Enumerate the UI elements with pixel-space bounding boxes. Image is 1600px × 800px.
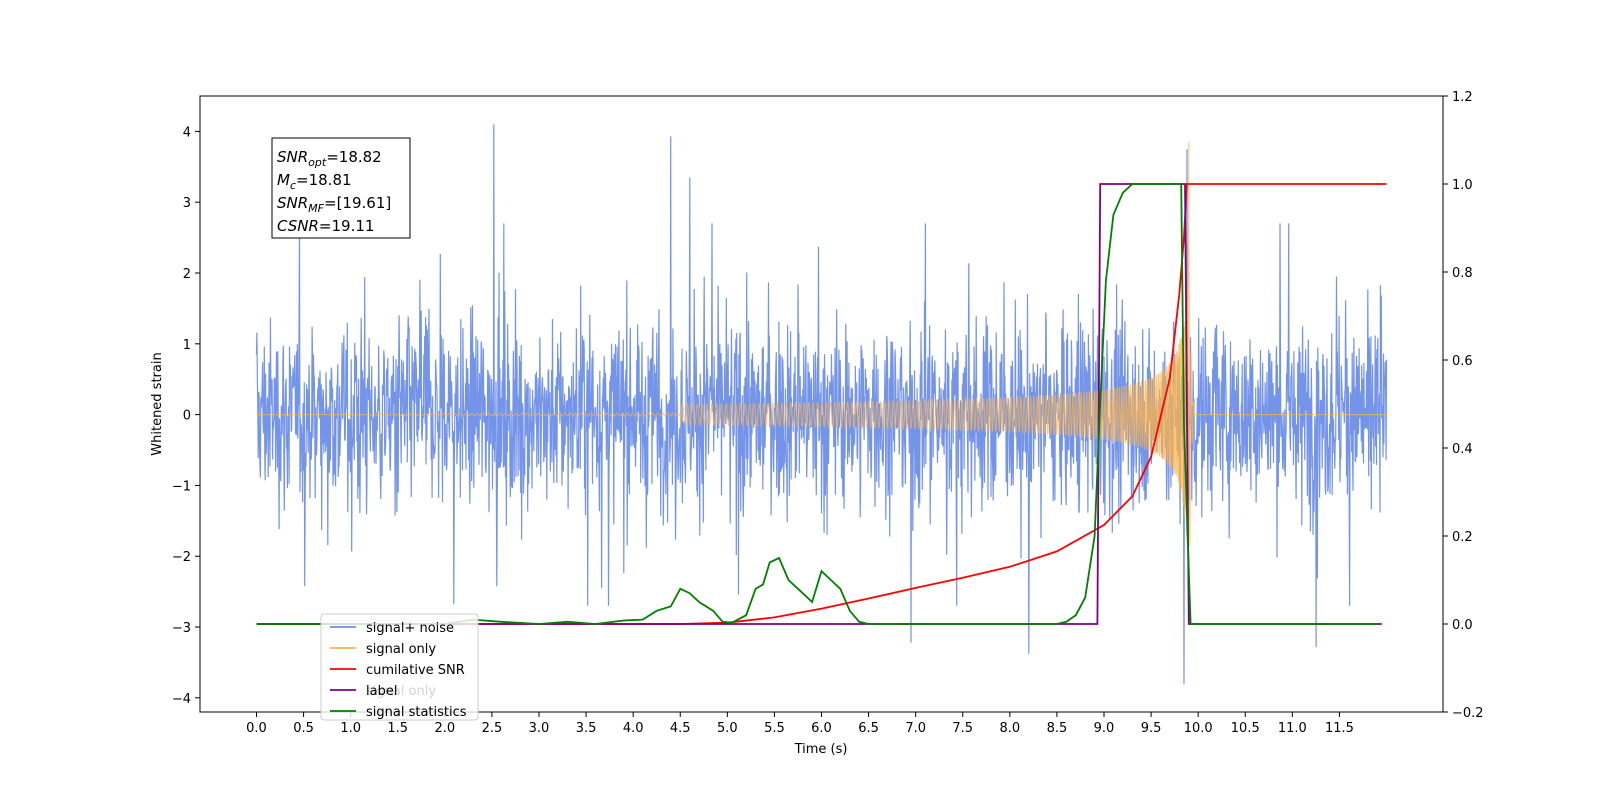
x-tick-label: 10.0	[1184, 721, 1213, 736]
annotation-symbol: M	[277, 171, 290, 189]
y-tick-label: 4	[183, 125, 191, 140]
annotation-line: SNRopt=18.82	[277, 148, 382, 169]
y2-tick-label: 0.2	[1452, 530, 1473, 545]
legend-entry: cumilative SNR	[366, 663, 465, 678]
x-tick-label: 2.5	[482, 721, 503, 736]
annotation-subscript: c	[290, 179, 296, 192]
annotation-symbol: CSNR	[277, 217, 319, 235]
series-signal-noise	[255, 124, 1388, 684]
y2-tick-label: 0.0	[1452, 618, 1473, 633]
annotation-line: CSNR=19.11	[277, 217, 374, 235]
x-tick-label: 4.5	[670, 721, 691, 736]
x-tick-label: 9.5	[1141, 721, 1162, 736]
x-tick-label: 11.0	[1278, 721, 1307, 736]
x-tick-label: 7.0	[905, 721, 926, 736]
y-tick-label: −2	[172, 550, 191, 565]
x-tick-label: 5.0	[717, 721, 738, 736]
y-tick-label: 3	[183, 196, 191, 211]
x-axis-label: Time (s)	[794, 742, 848, 757]
x-tick-label: 6.5	[858, 721, 879, 736]
y-tick-label: 1	[183, 338, 191, 353]
x-tick-label: 6.0	[811, 721, 832, 736]
annotation-value: =18.82	[326, 148, 382, 166]
y2-tick-label: 0.6	[1452, 354, 1473, 369]
y2-tick-label: 1.0	[1452, 178, 1473, 193]
annotation-value: =[19.61]	[324, 194, 391, 212]
x-tick-label: 7.5	[952, 721, 973, 736]
y2-tick-label: 1.2	[1452, 90, 1473, 105]
annotation-frame	[271, 137, 411, 239]
legend-entry: label	[366, 684, 397, 699]
y-tick-label: 2	[183, 267, 191, 282]
y2-tick-label: 0.4	[1452, 442, 1473, 457]
y-tick-label: −3	[172, 621, 191, 636]
x-tick-label: 2.0	[434, 721, 455, 736]
annotation-value: =18.81	[296, 171, 352, 189]
x-tick-label: 8.5	[1047, 721, 1068, 736]
x-tick-label: 5.5	[764, 721, 785, 736]
y-axis-right: −0.2 0.0 0.2 0.4 0.6 0.8 1.0 1.2	[1443, 90, 1484, 721]
series-signal-only	[256, 141, 1387, 547]
x-tick-label: 0.0	[246, 721, 267, 736]
x-tick-label: 1.5	[387, 721, 408, 736]
annotation-subscript: MF	[308, 202, 324, 215]
y-axis-label: Whitened strain	[150, 352, 165, 455]
x-tick-label: 4.0	[623, 721, 644, 736]
annotation-symbol: SNR	[277, 148, 308, 166]
annotation-line: Mc=18.81	[277, 171, 352, 192]
annotation-value: =19.11	[319, 217, 375, 235]
annotation-line: SNRMF=[19.61]	[277, 194, 391, 215]
x-tick-label: 10.5	[1231, 721, 1260, 736]
annotation-subscript: opt	[308, 156, 327, 169]
y-axis-left: −4 −3 −2 −1 0 1 2 3 4	[172, 125, 200, 707]
x-tick-label: 8.0	[999, 721, 1020, 736]
x-tick-label: 3.0	[529, 721, 550, 736]
series-signal-statistics	[256, 183, 1378, 625]
x-axis: 0.0 0.5 1.0 1.5 2.0 2.5 3.0 3.5 4.0 4.5 5.0 5.5 6.0 6…	[246, 712, 1354, 736]
x-tick-label: 1.0	[340, 721, 361, 736]
legend-entry: signal statistics	[366, 705, 467, 720]
legend-frame	[320, 613, 479, 721]
x-tick-label: 9.0	[1094, 721, 1115, 736]
x-tick-label: 3.5	[576, 721, 597, 736]
legend-entry: signal only	[366, 642, 436, 657]
x-tick-label: 11.5	[1325, 721, 1354, 736]
annotation-box: SNRopt=18.82Mc=18.81SNRMF=[19.61]CSNR=19…	[271, 137, 411, 239]
y2-tick-label: −0.2	[1452, 706, 1484, 721]
series-cumilative-snr	[256, 183, 1387, 625]
legend: signal only signal statistics signal+ nois…	[320, 613, 479, 721]
x-tick-label: 0.5	[293, 721, 314, 736]
legend-entry: signal+ noise	[366, 621, 454, 636]
y-tick-label: −1	[172, 479, 191, 494]
y-tick-label: 0	[183, 409, 191, 424]
y2-tick-label: 0.8	[1452, 266, 1473, 281]
annotation-symbol: SNR	[277, 194, 308, 212]
plot-area	[255, 124, 1388, 684]
y-tick-label: −4	[172, 692, 191, 707]
